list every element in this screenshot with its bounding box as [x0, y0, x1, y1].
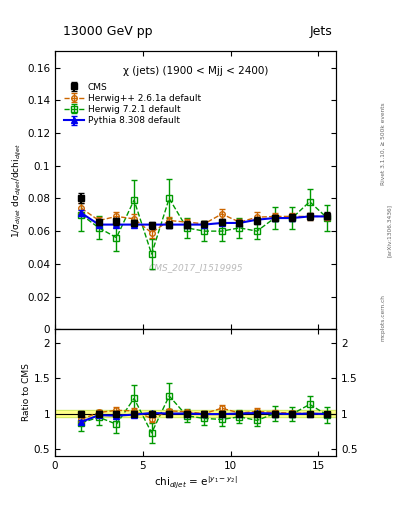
Text: [arXiv:1306.3436]: [arXiv:1306.3436] [387, 204, 391, 257]
Legend: CMS, Herwig++ 2.6.1a default, Herwig 7.2.1 default, Pythia 8.308 default: CMS, Herwig++ 2.6.1a default, Herwig 7.2… [62, 81, 202, 127]
Text: χ (jets) (1900 < Mjj < 2400): χ (jets) (1900 < Mjj < 2400) [123, 67, 268, 76]
Text: Jets: Jets [309, 26, 332, 38]
Y-axis label: 1/σ$_{dijet}$ dσ$_{dijet}$/dchi$_{dijet}$: 1/σ$_{dijet}$ dσ$_{dijet}$/dchi$_{dijet}… [11, 143, 24, 238]
Text: mcplots.cern.ch: mcplots.cern.ch [381, 294, 386, 341]
Y-axis label: Ratio to CMS: Ratio to CMS [22, 364, 31, 421]
Text: CMS_2017_I1519995: CMS_2017_I1519995 [148, 264, 243, 272]
X-axis label: chi$_{dijet}$ = e$^{|y_{1}-y_{2}|}$: chi$_{dijet}$ = e$^{|y_{1}-y_{2}|}$ [154, 475, 237, 491]
Text: Rivet 3.1.10, ≥ 500k events: Rivet 3.1.10, ≥ 500k events [381, 102, 386, 185]
Text: 13000 GeV pp: 13000 GeV pp [63, 26, 152, 38]
